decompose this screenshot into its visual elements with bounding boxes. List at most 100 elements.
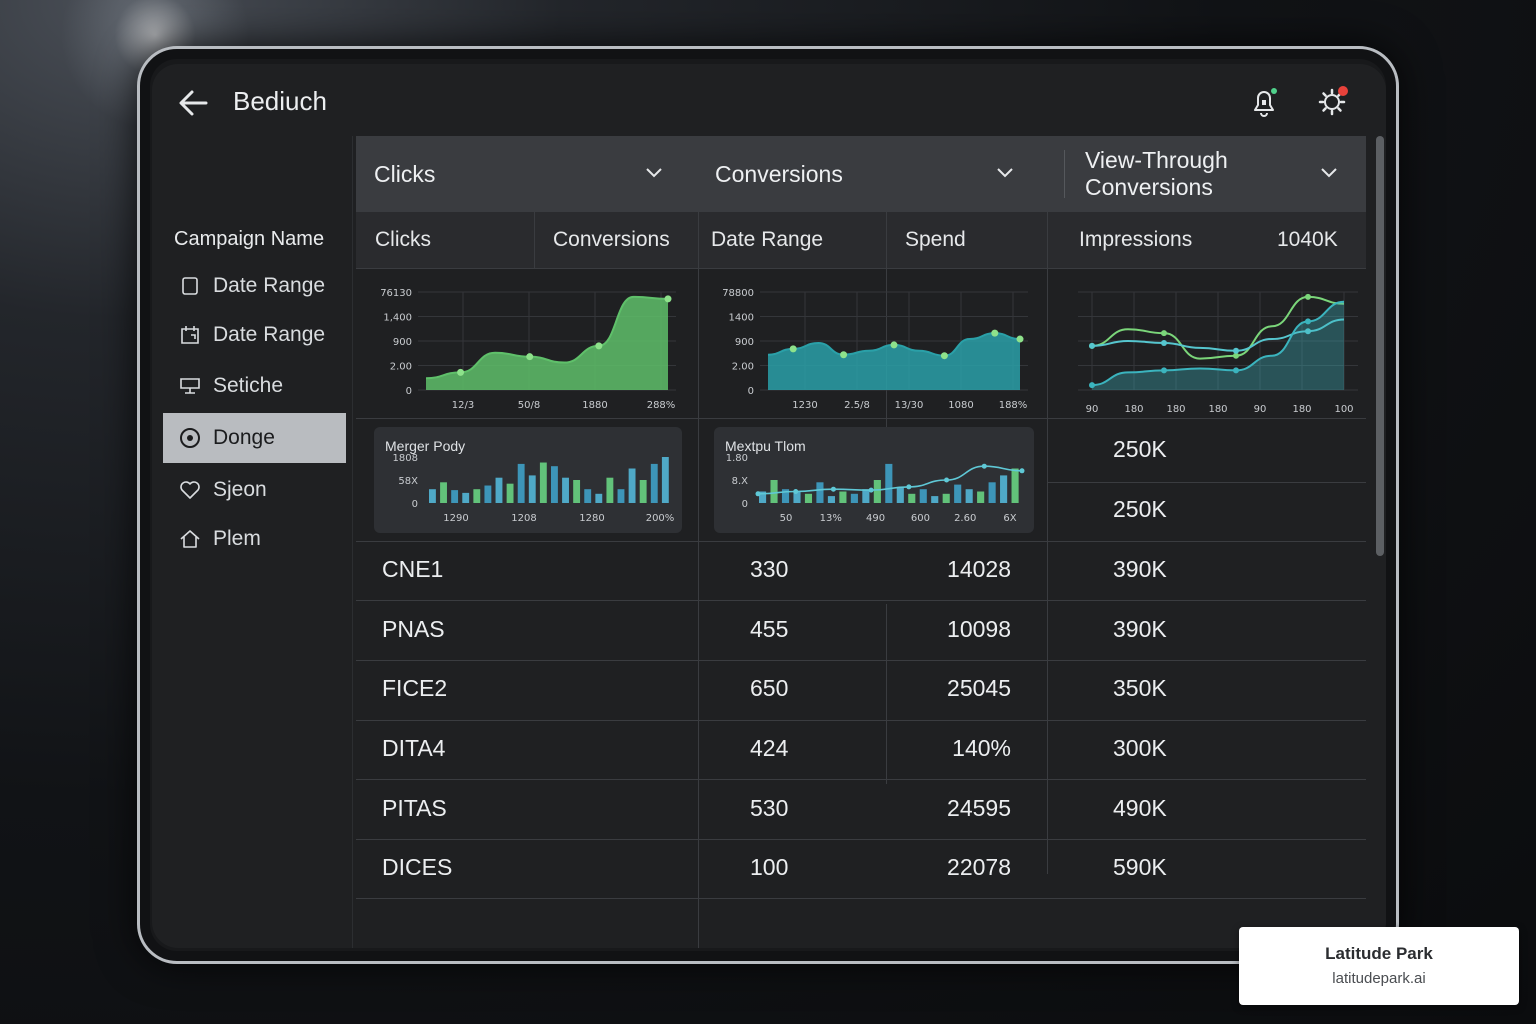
bar [770,480,778,503]
impressions-cell: 590K [1113,854,1167,880]
scrollbar[interactable] [1376,136,1384,556]
campaign-name-cell: DITA4 [382,735,446,761]
x-tick-label: 1230 [792,400,817,411]
header-spend[interactable]: Spend [905,228,966,251]
conversions-cell: 25045 [947,675,1011,701]
bar [573,480,581,503]
watermark-url: latitudepark.ai [1332,970,1426,987]
x-tick-label: 13% [820,513,842,524]
x-tick-label: 13/30 [895,400,924,411]
sidebar-item-date-range-2[interactable]: Date Range [163,310,346,360]
grid-line [356,720,1366,721]
bar [1000,475,1008,503]
dropdown-clicks[interactable]: Clicks [374,136,694,212]
x-tick-label: 188% [999,400,1028,411]
area-fill [1092,301,1344,390]
dropdown-label: Conversions [715,160,843,187]
dropdown-conversions[interactable]: Conversions [715,136,1055,212]
data-point [906,484,912,490]
grid-line [534,212,535,268]
header-clicks[interactable]: Clicks [375,228,431,251]
bar [484,485,492,503]
clicks-cell: 650 [750,675,789,701]
campaign-name-cell: FICE2 [382,675,448,701]
bar [954,484,962,503]
dropdown-view-through-conversions[interactable]: View-Through Conversions [1085,136,1365,212]
bell-icon[interactable] [1249,86,1279,118]
data-point [1305,328,1311,335]
data-point [944,477,950,483]
page-title: Bediuch [233,86,327,116]
monitor-icon [179,375,201,397]
dropdown-label-line2: Conversions [1085,174,1213,200]
impressions-cell: 490K [1113,795,1167,821]
app-screen: Bediuch Campaign Name Date Range [152,64,1386,948]
sidebar-item-setiche[interactable]: Setiche [163,361,346,411]
sidebar-item-sjeon[interactable]: Sjeon [163,465,346,515]
grid-line [1047,482,1366,483]
campaign-name-cell: CNE1 [382,556,444,582]
chevron-down-icon [1321,168,1337,178]
x-tick-label: 1080 [948,400,973,411]
chevron-down-icon [646,168,662,178]
header-impressions[interactable]: Impressions [1079,228,1193,251]
table-header-row: Clicks Conversions Date Range Spend Impr… [356,212,1366,268]
bar [584,489,592,503]
grid-line [356,839,1366,840]
sidebar-item-date-range[interactable]: Date Range [163,261,346,311]
y-tick-label: 76130 [380,288,412,299]
header-date-range[interactable]: Date Range [711,228,824,251]
view-through-line-chart: 90 180 180 180 90 180 100 [1078,291,1358,415]
bar [606,477,614,503]
calendar-icon [179,324,201,346]
x-tick-label: 90 [1254,404,1267,415]
main-panel: Clicks Conversions View-Through Conversi… [356,136,1366,948]
bar [804,493,813,503]
data-point [840,351,848,359]
header-conversions[interactable]: Conversions [553,228,670,251]
sidebar-item-plem[interactable]: Plem [163,514,346,564]
chevron-down-icon [997,168,1013,178]
bar [562,477,569,503]
dropdown-divider [1064,150,1065,198]
grid-line [356,660,1366,661]
bar [896,486,904,503]
arrow-left-icon[interactable] [176,86,210,120]
y-tick-label: 2.00 [390,362,412,373]
mextpu-tlom-bar-chart: 1.80 8.X 0 50 13% 490 600 2.60 6X [726,453,1025,524]
x-tick-label: 288% [647,400,676,411]
bar [639,480,647,503]
bar [942,493,950,503]
series-line [1091,295,1345,360]
sidebar-item-donge[interactable]: Donge [163,413,346,463]
bar [451,490,459,503]
data-point [457,368,465,376]
y-tick-label: 1400 [729,313,754,324]
grid-line [1047,212,1048,874]
notification-dot [1271,88,1277,94]
bar [617,489,625,503]
bar [839,491,847,503]
x-tick-label: 180 [1292,404,1311,415]
bar [919,489,927,503]
metric-dropdown-bar: Clicks Conversions View-Through Conversi… [356,136,1366,212]
data-point [1016,335,1024,343]
gear-icon[interactable] [1317,86,1347,118]
area-fill [426,296,668,390]
data-point [1305,293,1311,300]
bar [931,496,939,503]
bar [827,496,835,503]
grid-line [698,212,699,948]
x-tick-label: 1290 [443,513,468,524]
impressions-value: 250K [1113,496,1167,522]
clicks-cell: 330 [750,556,789,582]
y-tick-label: 1,400 [383,313,412,324]
data-point [991,329,999,337]
card-title: Merger Pody [385,438,466,454]
x-tick-label: 200% [646,513,675,524]
heart-icon [179,479,201,501]
clicks-cell: 455 [750,616,789,642]
grid-line [886,604,887,784]
card-title: Mextpu Tlom [725,438,806,454]
x-tick-label: 100 [1334,404,1353,415]
